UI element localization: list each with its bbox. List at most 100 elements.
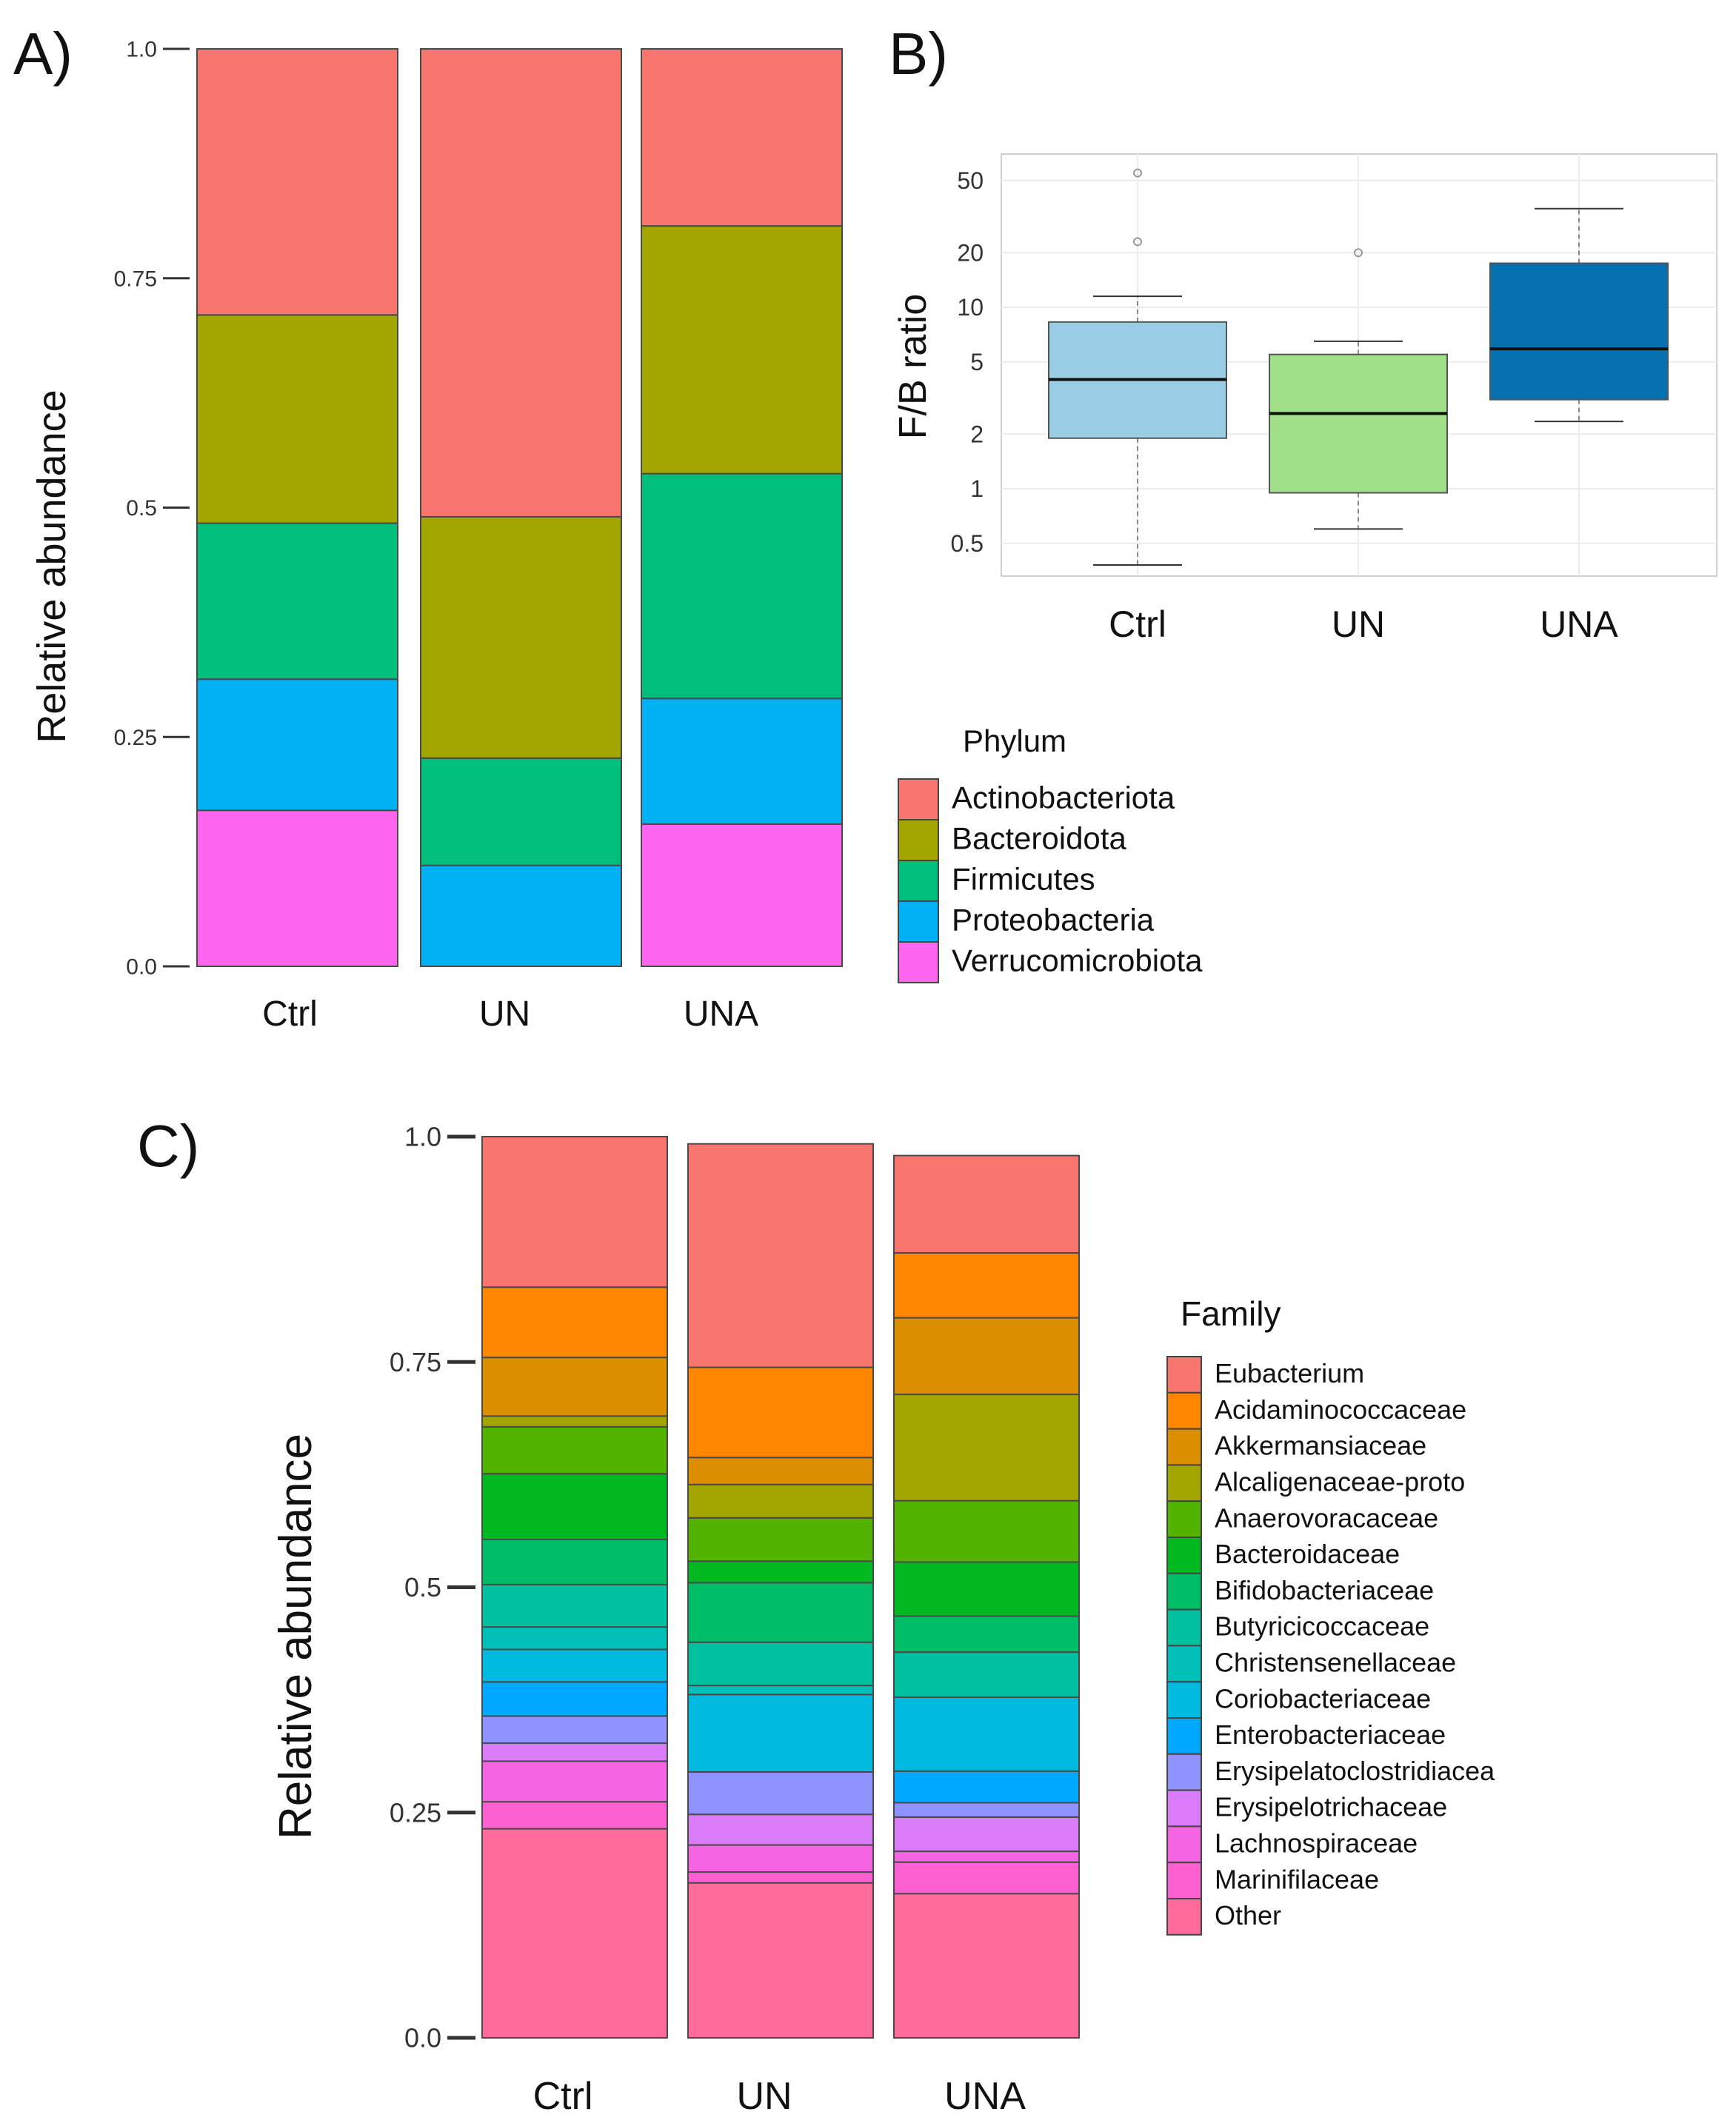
legend-label-actinobacteriota: Actinobacteriota [952, 780, 1175, 815]
bar-segment-proteobacteria-un [420, 864, 622, 967]
panel-a-ylabel: Relative abundance [30, 390, 74, 743]
bar-segment-bacteroidota-un [420, 515, 622, 759]
box-una [1489, 262, 1669, 401]
panel-a-legend: Phylum Actinobacteriota Bacteroidota Firmi… [898, 723, 1203, 983]
outlier-point-un [1354, 248, 1363, 258]
bar-segment-christensenellaceae-ctrl [481, 1626, 668, 1651]
panel-a-stacked-bar-chart: Relative abundance 0.0 0.25 0.5 0.75 1.0 Ctr… [30, 38, 1203, 1034]
bar-segment-erysipelotrichaceae-un [687, 1813, 874, 1846]
legend-key-firmicutes [898, 860, 939, 902]
y-tick-label: 0.5 [404, 1572, 441, 1602]
box-un [1269, 353, 1448, 494]
y-tick-label: 0.25 [390, 1797, 441, 1828]
y-tick-label: 1 [970, 475, 984, 502]
bar-segment-erysipelotrichaceae-ctrl [481, 1742, 668, 1762]
panel-c-x-axis: Ctrl UN UNA [533, 2075, 1026, 2118]
panel-a-y-axis: 0.0 0.25 0.5 0.75 1.0 [114, 38, 190, 980]
bar-segment-erysipelatoclostridiacea-una [893, 1802, 1080, 1818]
panel-b-ylabel: F/B ratio [892, 294, 935, 440]
legend-key-coriobacteriaceae [1166, 1681, 1202, 1719]
x-tick-label-un: UN [736, 2075, 792, 2118]
legend-key-bifidobacteriaceae [1166, 1572, 1202, 1611]
y-tick-label: 0.75 [390, 1347, 441, 1377]
legend-label-coriobacteriaceae: Coriobacteriaceae [1215, 1683, 1431, 1714]
bar-segment-coriobacteriaceae-un [687, 1694, 874, 1773]
legend-label-enterobacteriaceae: Enterobacteriaceae [1215, 1719, 1446, 1750]
panel-b-label: B) [889, 21, 948, 87]
bar-segment-enterobacteriaceae-una [893, 1770, 1080, 1804]
panel-b-x-axis: Ctrl UN UNA [1109, 604, 1618, 645]
legend-key-eubacterium [1166, 1356, 1202, 1394]
bar-segment-bacteroidaceae-ctrl [481, 1473, 668, 1540]
bar-segment-anaerovoracaceae-una [893, 1500, 1080, 1563]
legend-key-erysipelotrichaceae [1166, 1789, 1202, 1828]
y-tick-label: 2 [970, 421, 984, 447]
bar-segment-bifidobacteriaceae-ctrl [481, 1538, 668, 1585]
bar-segment-other-una [893, 1893, 1080, 2039]
y-tick-label: 0.0 [126, 955, 157, 980]
legend-label-alcaligenaceae-proto: Alcaligenaceae-proto [1215, 1467, 1465, 1497]
panel-a-legend-title: Phylum [963, 723, 1066, 758]
y-tick-label: 50 [957, 167, 984, 194]
y-tick-label: 0.75 [114, 267, 157, 291]
bar-segment-firmicutes-un [420, 757, 622, 866]
legend-key-proteobacteria [898, 900, 939, 943]
bar-segment-erysipelatoclostridiacea-un [687, 1771, 874, 1816]
legend-label-bacteroidota: Bacteroidota [952, 821, 1126, 856]
x-tick-label-una: UNA [944, 2075, 1026, 2118]
bar-segment-other-ctrl [481, 1828, 668, 2039]
bar-segment-other-un [687, 1882, 874, 2039]
panel-a-label: A) [13, 21, 73, 87]
bar-segment-butyricicoccaceae-un [687, 1641, 874, 1687]
bar-segment-lachnospiraceae-una [893, 1850, 1080, 1863]
panel-b-box-plot: F/B ratio 0.5 1 2 5 10 20 50 Ctrl UN UNA [892, 153, 1717, 645]
bar-segment-marinifilaceae-una [893, 1861, 1080, 1895]
legend-key-butyricicoccaceae [1166, 1608, 1202, 1647]
x-tick-label-ctrl: Ctrl [533, 2075, 593, 2118]
panel-a-bars [196, 48, 843, 967]
bar-segment-bacteroidota-ctrl [196, 314, 398, 524]
bar-segment-marinifilaceae-un [687, 1871, 874, 1884]
legend-key-alcaligenaceae-proto [1166, 1464, 1202, 1502]
bar-segment-marinifilaceae-ctrl [481, 1801, 668, 1830]
legend-key-verrucomicrobiota [898, 941, 939, 983]
bar-segment-erysipelatoclostridiacea-ctrl [481, 1715, 668, 1745]
legend-key-bacteroidaceae [1166, 1537, 1202, 1574]
panel-b-boxes [1048, 168, 1669, 566]
bar-segment-proteobacteria-una [641, 698, 843, 825]
legend-label-bifidobacteriaceae: Bifidobacteriaceae [1215, 1575, 1434, 1605]
bar-segment-alcaligenaceae-proto-un [687, 1483, 874, 1519]
bar-segment-lachnospiraceae-ctrl [481, 1760, 668, 1803]
x-tick-label-un: UN [1332, 604, 1385, 645]
bar-segment-eubacterium-ctrl [481, 1136, 668, 1288]
legend-label-eubacterium: Eubacterium [1215, 1358, 1364, 1388]
outlier-point-ctrl [1133, 237, 1142, 247]
bar-segment-christensenellaceae-un [687, 1685, 874, 1696]
panel-c-stacked-bar-chart: Relative abundance 0.0 0.25 0.5 0.75 1.0 Ctr… [270, 1122, 1495, 2118]
bar-segment-bacteroidaceae-una [893, 1561, 1080, 1617]
x-tick-label-una: UNA [684, 994, 758, 1034]
y-tick-label: 10 [957, 294, 984, 321]
panel-c-y-axis: 0.0 0.25 0.5 0.75 1.0 [390, 1122, 475, 2053]
legend-key-marinifilaceae [1166, 1862, 1202, 1899]
legend-key-actinobacteriota [898, 778, 939, 820]
legend-key-erysipelatoclostridiacea [1166, 1753, 1202, 1791]
y-tick-label: 20 [957, 239, 984, 266]
bar-segment-coriobacteriaceae-ctrl [481, 1648, 668, 1683]
bar-segment-enterobacteriaceae-ctrl [481, 1681, 668, 1717]
bar-segment-erysipelotrichaceae-una [893, 1816, 1080, 1853]
bar-segment-verrucomicrobiota-una [641, 823, 843, 967]
y-tick-label: 0.25 [114, 726, 157, 750]
legend-key-other [1166, 1898, 1202, 1936]
bar-segment-alcaligenaceae-proto-ctrl [481, 1415, 668, 1428]
panel-c-label: C) [137, 1113, 199, 1179]
bar-segment-firmicutes-una [641, 472, 843, 700]
bar-segment-akkermansiaceae-una [893, 1317, 1080, 1396]
y-tick-label: 0.5 [126, 496, 157, 521]
x-tick-label-una: UNA [1540, 604, 1618, 645]
panel-c-ylabel: Relative abundance [270, 1434, 321, 1839]
bar-segment-alcaligenaceae-proto-una [893, 1394, 1080, 1502]
bar-segment-bacteroidaceae-un [687, 1560, 874, 1584]
legend-label-erysipelatoclostridiacea: Erysipelatoclostridiacea [1215, 1756, 1495, 1786]
